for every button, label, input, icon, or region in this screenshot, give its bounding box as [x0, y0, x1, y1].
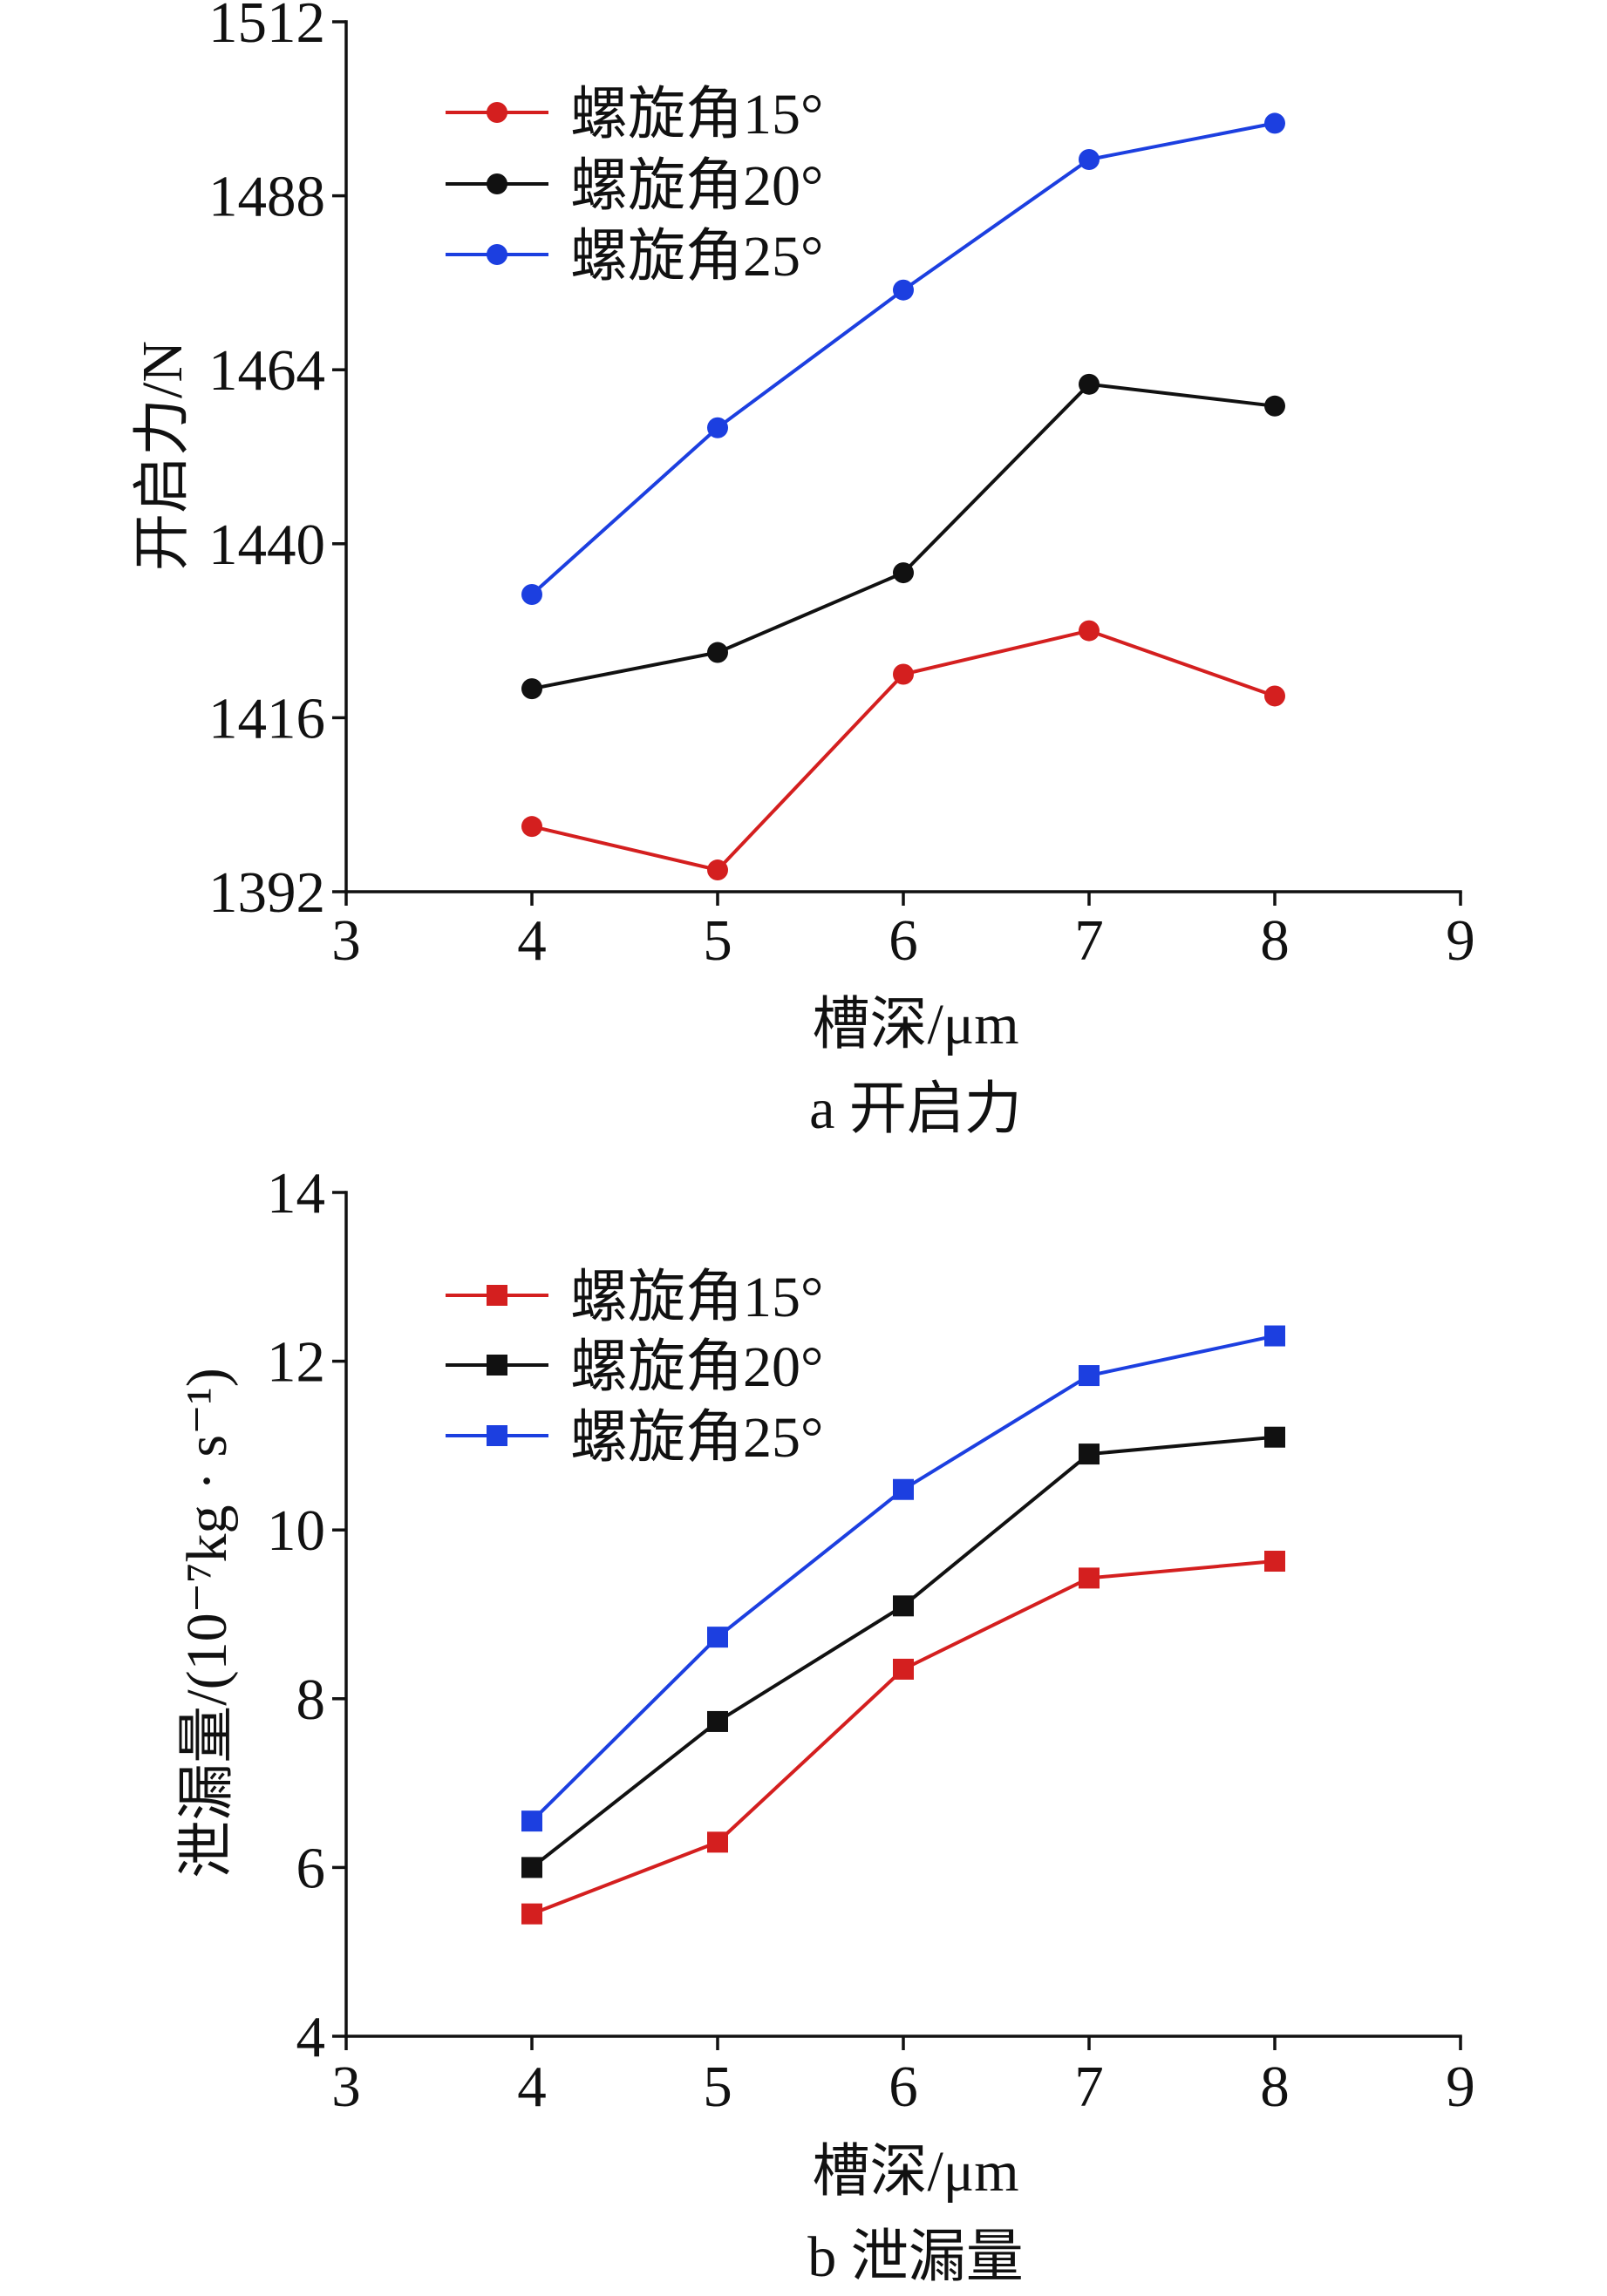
x-tick-label: 3	[331, 2055, 361, 2119]
data-point-helix-angle-15	[707, 859, 728, 881]
legend-marker	[487, 1355, 507, 1376]
chart-caption: b 泄漏量	[807, 2225, 1024, 2289]
legend-label: 螺旋角20°	[570, 1335, 823, 1399]
y-axis-title: 开启力/N	[131, 341, 194, 571]
data-point-helix-angle-15	[893, 1658, 914, 1680]
x-tick-label: 9	[1446, 908, 1475, 973]
y-tick-label: 4	[296, 2005, 326, 2069]
data-point-helix-angle-25	[707, 417, 728, 438]
y-tick-label: 10	[267, 1498, 325, 1563]
legend-label: 螺旋角15°	[570, 83, 823, 146]
y-axis-title: 泄漏量/(10⁻⁷kg · s⁻¹)	[175, 1368, 239, 1878]
data-point-helix-angle-25	[521, 1810, 542, 1832]
x-tick-label: 4	[517, 2055, 547, 2119]
legend-label: 螺旋角15°	[570, 1266, 823, 1329]
data-point-helix-angle-25	[893, 279, 914, 301]
legend-marker	[487, 1425, 507, 1446]
legend-item-helix-angle-15: 螺旋角15°	[446, 83, 823, 146]
legend-label: 螺旋角20°	[570, 154, 823, 218]
data-point-helix-angle-20	[893, 1595, 914, 1617]
y-tick-label: 1464	[208, 338, 325, 403]
data-point-helix-angle-25	[1079, 1365, 1100, 1387]
data-point-helix-angle-15	[1264, 685, 1285, 707]
legend-marker	[487, 1285, 507, 1306]
x-axis-title: 槽深/μm	[812, 993, 1018, 1056]
data-point-helix-angle-20	[521, 678, 542, 700]
y-tick-label: 1392	[208, 860, 325, 925]
x-tick-label: 8	[1260, 908, 1290, 973]
data-point-helix-angle-20	[521, 1857, 542, 1878]
data-point-helix-angle-20	[707, 1710, 728, 1732]
data-point-helix-angle-25	[707, 1627, 728, 1648]
series-line-helix-angle-20	[530, 382, 1277, 691]
data-point-helix-angle-15	[707, 1831, 728, 1853]
x-tick-label: 6	[889, 2055, 918, 2119]
legend-item-helix-angle-25: 螺旋角25°	[446, 225, 823, 289]
x-tick-label: 5	[703, 908, 732, 973]
x-tick-label: 7	[1074, 2055, 1104, 2119]
y-tick-label: 1488	[208, 165, 325, 229]
data-point-helix-angle-25	[521, 584, 542, 606]
x-tick-label: 4	[517, 908, 547, 973]
data-point-helix-angle-25	[1264, 1325, 1285, 1347]
data-point-helix-angle-20	[1079, 1443, 1100, 1465]
legend-label: 螺旋角25°	[570, 225, 823, 289]
data-point-helix-angle-20	[893, 562, 914, 584]
data-point-helix-angle-15	[1264, 1551, 1285, 1573]
data-point-helix-angle-15	[521, 816, 542, 838]
legend-item-helix-angle-20: 螺旋角20°	[446, 1335, 823, 1399]
legend-item-helix-angle-20: 螺旋角20°	[446, 154, 823, 218]
legend-marker	[487, 173, 507, 194]
data-point-helix-angle-20	[707, 642, 728, 663]
chart-panel-opening-force: 1392 1416 1440 1464 1488 1512 3 4 5 6 7 8 9 槽深/μm 开启力/…	[131, 0, 1475, 1141]
data-point-helix-angle-20	[1264, 1426, 1285, 1448]
y-tick-label: 1416	[208, 686, 325, 751]
x-axis-title: 槽深/μm	[812, 2140, 1018, 2204]
data-point-helix-angle-20	[1264, 395, 1285, 417]
legend-item-helix-angle-25: 螺旋角25°	[446, 1406, 823, 1470]
y-tick-label: 14	[267, 1161, 325, 1226]
data-point-helix-angle-15	[1079, 620, 1100, 642]
legend-marker	[487, 244, 507, 265]
x-tick-label: 3	[331, 908, 361, 973]
x-tick-label: 7	[1074, 908, 1104, 973]
y-tick-label: 6	[296, 1836, 326, 1900]
x-tick-label: 6	[889, 908, 918, 973]
legend-marker	[487, 102, 507, 123]
chart-caption: a 开启力	[809, 1077, 1022, 1141]
data-point-helix-angle-20	[1079, 373, 1100, 395]
legend-label: 螺旋角25°	[570, 1406, 823, 1470]
data-point-helix-angle-15	[893, 663, 914, 685]
y-tick-label: 1512	[208, 0, 325, 55]
x-tick-label: 9	[1446, 2055, 1475, 2119]
data-point-helix-angle-15	[521, 1903, 542, 1925]
y-tick-label: 12	[267, 1330, 325, 1395]
y-tick-label: 1440	[208, 513, 325, 577]
legend-item-helix-angle-15: 螺旋角15°	[446, 1266, 823, 1329]
data-point-helix-angle-25	[893, 1478, 914, 1500]
x-tick-label: 8	[1260, 2055, 1290, 2119]
data-point-helix-angle-15	[1079, 1567, 1100, 1589]
x-tick-label: 5	[703, 2055, 732, 2119]
y-tick-label: 8	[296, 1668, 326, 1732]
series-line-helix-angle-20	[530, 1435, 1277, 1870]
data-point-helix-angle-25	[1264, 112, 1285, 134]
data-point-helix-angle-25	[1079, 149, 1100, 171]
